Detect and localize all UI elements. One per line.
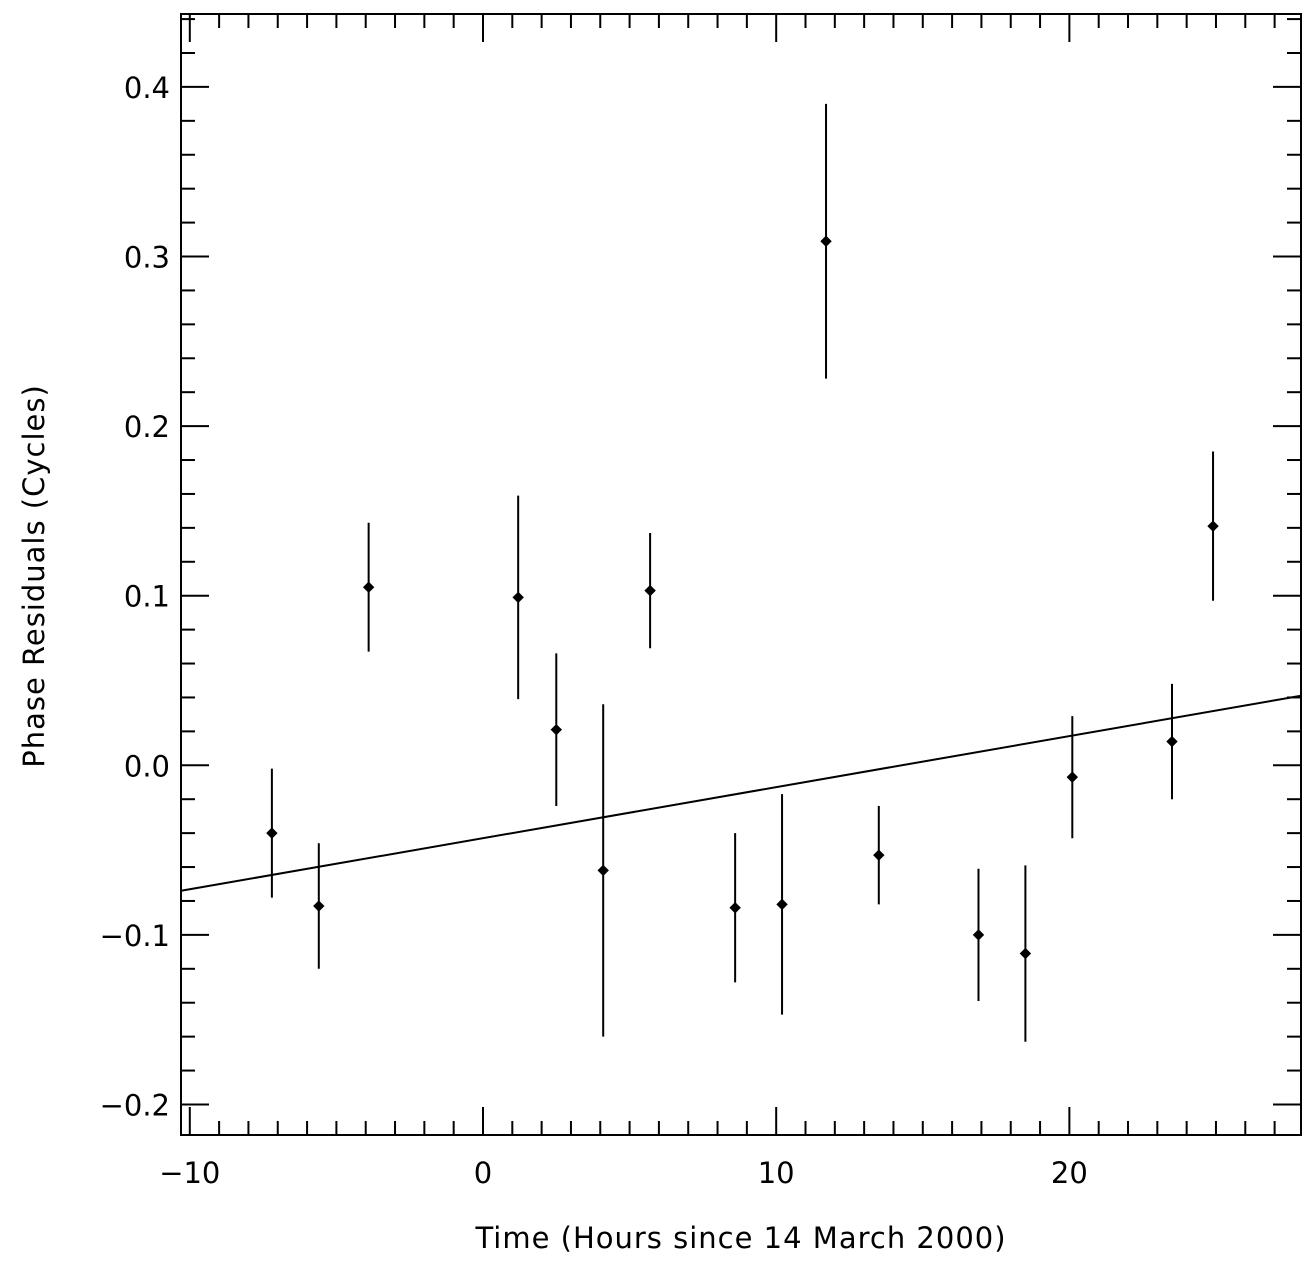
data-point [1019, 947, 1032, 960]
data-point [550, 723, 562, 736]
data-point [644, 584, 656, 597]
data-points-group [266, 103, 1219, 1042]
x-tick-label: 10 [758, 1156, 795, 1190]
axis-tick-labels: −10 0 10 20 −0.2 −0.1 0.0 0.1 0.2 0.3 0.4 [100, 71, 1088, 1190]
fit-line-group [180, 694, 1302, 892]
fit-line [180, 694, 1302, 892]
data-point [266, 827, 278, 839]
y-tick-label: 0.0 [124, 749, 170, 783]
x-axis-title: Time (Hours since 14 March 2000) [474, 1221, 1006, 1255]
data-point [776, 898, 788, 911]
data-point [597, 864, 609, 877]
data-point [1166, 735, 1178, 748]
x-tick-label: −10 [159, 1156, 220, 1190]
y-tick-label: 0.3 [124, 241, 170, 275]
plot-frame [180, 13, 1302, 1136]
data-point [820, 235, 832, 247]
data-point [362, 581, 375, 593]
data-point [313, 900, 325, 912]
data-point [1207, 520, 1219, 532]
data-point [512, 591, 524, 604]
axis-ticks [181, 14, 1301, 1135]
y-tick-label: −0.2 [100, 1088, 170, 1122]
data-point [1066, 771, 1079, 783]
data-point [729, 902, 741, 914]
data-point [873, 849, 885, 861]
x-tick-label: 20 [1051, 1156, 1088, 1190]
y-axis-title: Phase Residuals (Cycles) [17, 384, 51, 768]
data-point [972, 929, 985, 941]
y-tick-label: 0.2 [124, 410, 170, 444]
y-tick-label: −0.1 [100, 919, 170, 953]
x-tick-label: 0 [474, 1156, 492, 1190]
y-tick-label: 0.4 [124, 71, 170, 105]
y-tick-label: 0.1 [124, 580, 170, 614]
